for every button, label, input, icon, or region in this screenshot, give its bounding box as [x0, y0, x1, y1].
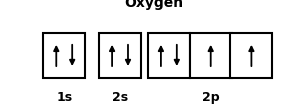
- Text: 2p: 2p: [202, 91, 220, 104]
- Text: Oxygen: Oxygen: [124, 0, 183, 10]
- Text: 1s: 1s: [56, 91, 72, 104]
- Bar: [99, 33, 141, 78]
- Bar: [43, 33, 85, 78]
- Text: 2s: 2s: [112, 91, 128, 104]
- Bar: [190, 33, 232, 78]
- Bar: [148, 33, 190, 78]
- Bar: [230, 33, 272, 78]
